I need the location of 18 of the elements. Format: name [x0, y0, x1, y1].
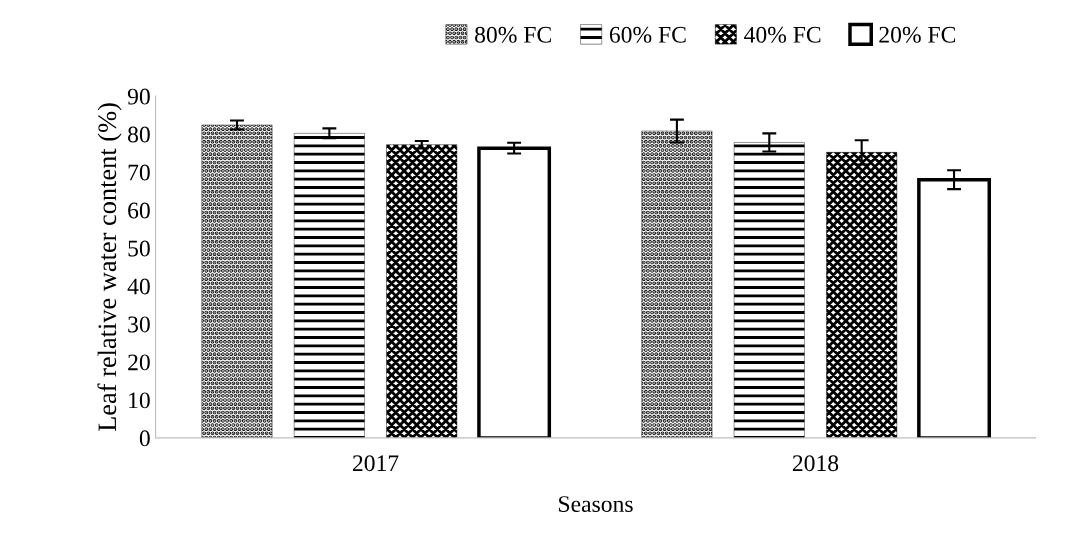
y-tick-label: 50 — [128, 240, 150, 257]
y-tick-label: 90 — [127, 88, 150, 105]
legend-label: 80% FC — [475, 26, 551, 43]
y-tick-label: 40 — [127, 278, 150, 295]
y-tick-label: 30 — [128, 316, 150, 333]
x-tick-label: 2018 — [792, 455, 839, 472]
legend-label: 40% FC — [744, 26, 821, 43]
legend-label: 20% FC — [879, 26, 956, 43]
x-axis-title: Seasons — [559, 496, 633, 513]
legend-label: 60% FC — [609, 26, 686, 43]
x-tick-label: 2017 — [352, 455, 399, 472]
y-tick-label: 60 — [128, 202, 150, 219]
y-tick-label: 80 — [128, 126, 150, 143]
y-tick-label: 10 — [129, 392, 150, 409]
y-tick-label: 20 — [128, 354, 150, 371]
y-axis-title: Leaf relative water content (%) — [97, 103, 122, 432]
y-tick-label: 0 — [139, 430, 150, 447]
y-tick-label: 70 — [128, 164, 150, 181]
